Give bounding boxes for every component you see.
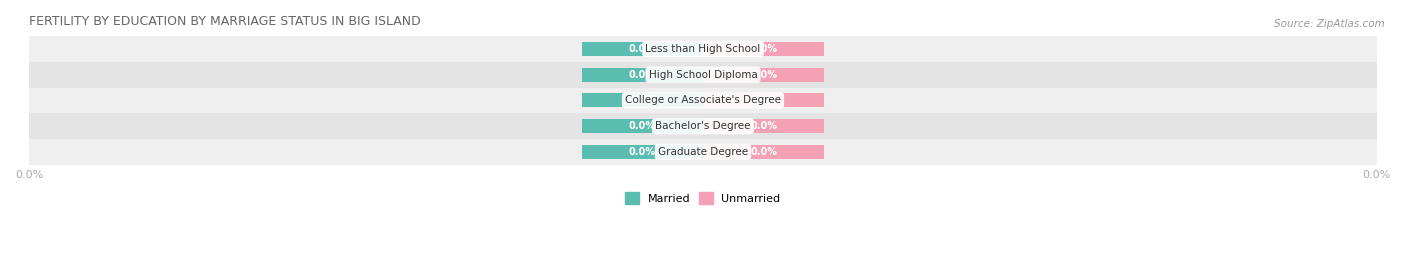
Text: 0.0%: 0.0% [628, 147, 655, 157]
Bar [703, 68, 824, 82]
Bar [703, 119, 824, 133]
Text: 0.0%: 0.0% [751, 147, 778, 157]
Text: 0.0%: 0.0% [751, 95, 778, 105]
Text: 0.0%: 0.0% [628, 70, 655, 80]
Legend: Married, Unmarried: Married, Unmarried [621, 188, 785, 208]
Text: Less than High School: Less than High School [645, 44, 761, 54]
Text: 0.0%: 0.0% [751, 44, 778, 54]
Text: 0.0%: 0.0% [751, 70, 778, 80]
Bar [582, 119, 703, 133]
Text: 0.0%: 0.0% [628, 121, 655, 131]
Text: Source: ZipAtlas.com: Source: ZipAtlas.com [1274, 19, 1385, 29]
Bar [703, 93, 824, 108]
Text: College or Associate's Degree: College or Associate's Degree [626, 95, 780, 105]
Text: FERTILITY BY EDUCATION BY MARRIAGE STATUS IN BIG ISLAND: FERTILITY BY EDUCATION BY MARRIAGE STATU… [30, 15, 420, 28]
Text: 0.0%: 0.0% [751, 121, 778, 131]
Bar [30, 62, 1376, 87]
Bar [703, 145, 824, 159]
Bar [703, 42, 824, 56]
Text: 0.0%: 0.0% [628, 95, 655, 105]
Text: 0.0%: 0.0% [628, 44, 655, 54]
Bar [30, 36, 1376, 62]
Bar [582, 145, 703, 159]
Text: Graduate Degree: Graduate Degree [658, 147, 748, 157]
Bar [30, 87, 1376, 113]
Bar [582, 68, 703, 82]
Text: Bachelor's Degree: Bachelor's Degree [655, 121, 751, 131]
Bar [582, 93, 703, 108]
Text: High School Diploma: High School Diploma [648, 70, 758, 80]
Bar [30, 139, 1376, 165]
Bar [582, 42, 703, 56]
Bar [30, 113, 1376, 139]
